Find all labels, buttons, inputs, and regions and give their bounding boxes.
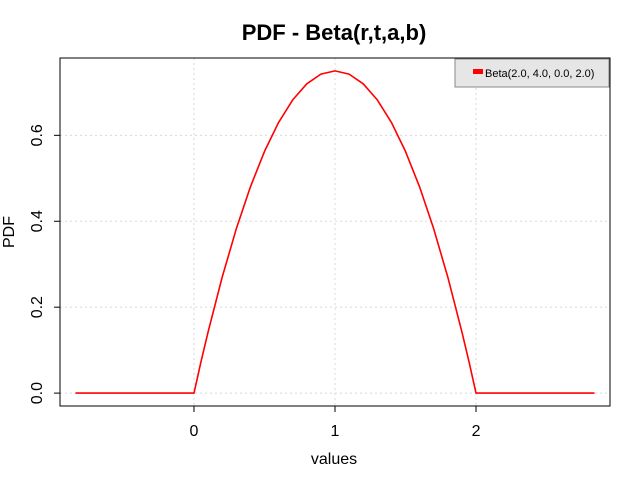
legend-entry: Beta(2.0, 4.0, 0.0, 2.0) [485,68,594,80]
y-axis-label: PDF [1,216,18,248]
x-axis: 0 1 2 [190,406,481,440]
y-tick-label: 0.0 [29,382,46,404]
x-tick-label: 2 [472,423,481,440]
x-tick-label: 0 [190,423,199,440]
y-tick-label: 0.4 [29,210,46,232]
y-axis: 0.0 0.2 0.4 0.6 [29,124,60,404]
y-tick-label: 0.6 [29,124,46,146]
series-layer [75,70,595,394]
legend: Beta(2.0, 4.0, 0.0, 2.0) [454,58,610,88]
y-tick-label: 0.2 [29,296,46,318]
x-tick-label: 1 [331,423,340,440]
chart-title: PDF - Beta(r,t,a,b) [242,20,427,45]
series-line-0 [75,70,595,394]
legend-swatch [473,69,483,74]
grid [60,58,610,406]
x-axis-label: values [311,451,357,468]
